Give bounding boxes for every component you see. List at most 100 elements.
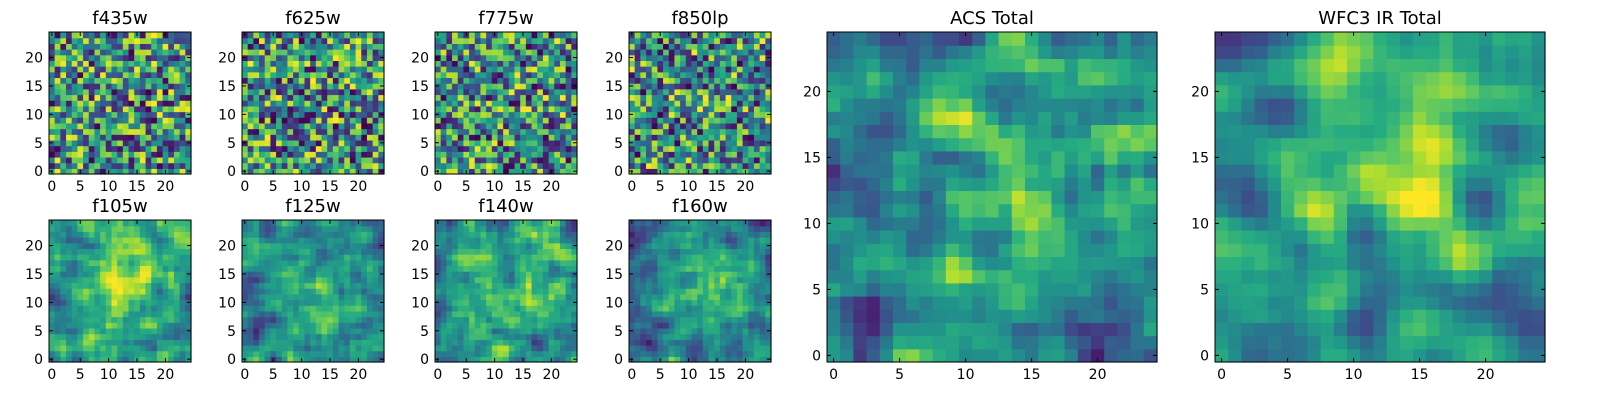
heatmap-cell bbox=[349, 32, 357, 39]
heatmap-cell bbox=[497, 32, 504, 39]
heatmap-cell bbox=[959, 32, 973, 46]
heatmap-cell bbox=[179, 225, 186, 232]
heatmap-cell bbox=[355, 100, 362, 107]
heatmap-cell bbox=[634, 71, 641, 79]
heatmap-cell bbox=[725, 168, 732, 175]
heatmap-cell bbox=[94, 310, 101, 318]
x-tick-label: 0 bbox=[47, 367, 56, 383]
heatmap-cell bbox=[945, 269, 960, 284]
heatmap-cell bbox=[361, 305, 368, 312]
heatmap-cell bbox=[134, 327, 141, 335]
heatmap-cell bbox=[332, 117, 340, 124]
heatmap-cell bbox=[697, 32, 704, 39]
heatmap-cell bbox=[736, 134, 744, 141]
heatmap-cell bbox=[985, 282, 1000, 297]
heatmap-cell bbox=[338, 350, 345, 357]
heatmap-cell bbox=[117, 54, 124, 61]
heatmap-cell bbox=[452, 94, 459, 101]
y-tick-label: 5 bbox=[812, 282, 821, 298]
heatmap-cell bbox=[293, 134, 300, 141]
heatmap-cell bbox=[657, 49, 664, 56]
heatmap-cell bbox=[702, 37, 710, 44]
heatmap-cell bbox=[998, 190, 1013, 205]
heatmap-cell bbox=[651, 43, 658, 50]
heatmap-cell bbox=[293, 344, 300, 352]
heatmap-cell bbox=[1347, 309, 1361, 323]
heatmap-cell bbox=[1479, 256, 1493, 271]
heatmap-cell bbox=[753, 49, 761, 56]
heatmap-cell bbox=[270, 288, 277, 295]
heatmap-cell bbox=[446, 37, 453, 44]
heatmap-cell bbox=[88, 220, 96, 227]
heatmap-cell bbox=[972, 32, 986, 46]
heatmap-cell bbox=[145, 43, 152, 50]
heatmap-cell bbox=[998, 296, 1013, 310]
heatmap-cell bbox=[361, 49, 368, 56]
heatmap-cell bbox=[1439, 124, 1454, 139]
heatmap-cell bbox=[117, 32, 124, 39]
heatmap-cell bbox=[651, 162, 658, 169]
heatmap-cell bbox=[361, 271, 368, 278]
heatmap-cell bbox=[71, 350, 78, 357]
heatmap-cell bbox=[486, 88, 493, 96]
heatmap-cell bbox=[866, 98, 881, 112]
heatmap-cell bbox=[559, 60, 567, 67]
heatmap-cell bbox=[60, 71, 67, 79]
heatmap-cell bbox=[548, 71, 555, 79]
heatmap-cell bbox=[537, 60, 544, 67]
heatmap-cell bbox=[151, 316, 158, 323]
heatmap-cell bbox=[338, 122, 345, 130]
heatmap-cell bbox=[128, 162, 135, 169]
heatmap-cell bbox=[310, 134, 317, 141]
heatmap-cell bbox=[1130, 32, 1145, 46]
heatmap-cell bbox=[54, 134, 61, 141]
heatmap-cell bbox=[247, 43, 254, 50]
heatmap-cell bbox=[304, 88, 311, 96]
heatmap-cell bbox=[1399, 230, 1414, 244]
heatmap-cell bbox=[276, 305, 283, 312]
heatmap-cell bbox=[338, 288, 345, 295]
heatmap-cell bbox=[919, 84, 934, 99]
heatmap-cell bbox=[327, 105, 334, 113]
heatmap-cell bbox=[168, 356, 175, 363]
heatmap-cell bbox=[298, 350, 306, 357]
heatmap-cell bbox=[1267, 335, 1282, 350]
heatmap-cell bbox=[1091, 309, 1105, 323]
heatmap-cell bbox=[94, 282, 101, 289]
heatmap-cell bbox=[71, 156, 78, 164]
heatmap-cell bbox=[77, 254, 84, 261]
heatmap-cell bbox=[242, 134, 249, 141]
x-tick-label: 15 bbox=[1411, 367, 1429, 383]
heatmap-cell bbox=[1254, 58, 1269, 73]
heatmap-cell bbox=[452, 128, 459, 135]
heatmap-cell bbox=[139, 299, 147, 306]
heatmap-cell bbox=[663, 32, 670, 39]
heatmap-cell bbox=[469, 66, 476, 73]
heatmap-cell bbox=[457, 134, 464, 141]
heatmap-cell bbox=[139, 276, 147, 284]
heatmap-cell bbox=[998, 58, 1013, 73]
heatmap-cell bbox=[440, 60, 447, 67]
heatmap-cell bbox=[1117, 216, 1132, 231]
heatmap-cell bbox=[486, 105, 493, 113]
heatmap-cell bbox=[156, 231, 164, 238]
heatmap-cell bbox=[853, 282, 868, 297]
heatmap-cell bbox=[54, 242, 61, 249]
heatmap-cell bbox=[759, 128, 766, 135]
heatmap-cell bbox=[685, 100, 693, 107]
heatmap-cell bbox=[571, 71, 578, 79]
heatmap-cell bbox=[753, 151, 761, 158]
heatmap-cell bbox=[77, 94, 84, 101]
heatmap-cell bbox=[554, 66, 561, 73]
heatmap-cell bbox=[708, 162, 715, 169]
heatmap-cell bbox=[514, 100, 521, 107]
heatmap-cell bbox=[497, 43, 504, 50]
heatmap-cell bbox=[315, 327, 323, 335]
heatmap-cell bbox=[117, 71, 124, 79]
heatmap-cell bbox=[264, 327, 271, 335]
heatmap-cell bbox=[1452, 98, 1467, 112]
heatmap-cell bbox=[1399, 98, 1414, 112]
heatmap-cell bbox=[151, 350, 158, 357]
heatmap-cell bbox=[88, 49, 96, 56]
heatmap-cell bbox=[1531, 32, 1546, 46]
